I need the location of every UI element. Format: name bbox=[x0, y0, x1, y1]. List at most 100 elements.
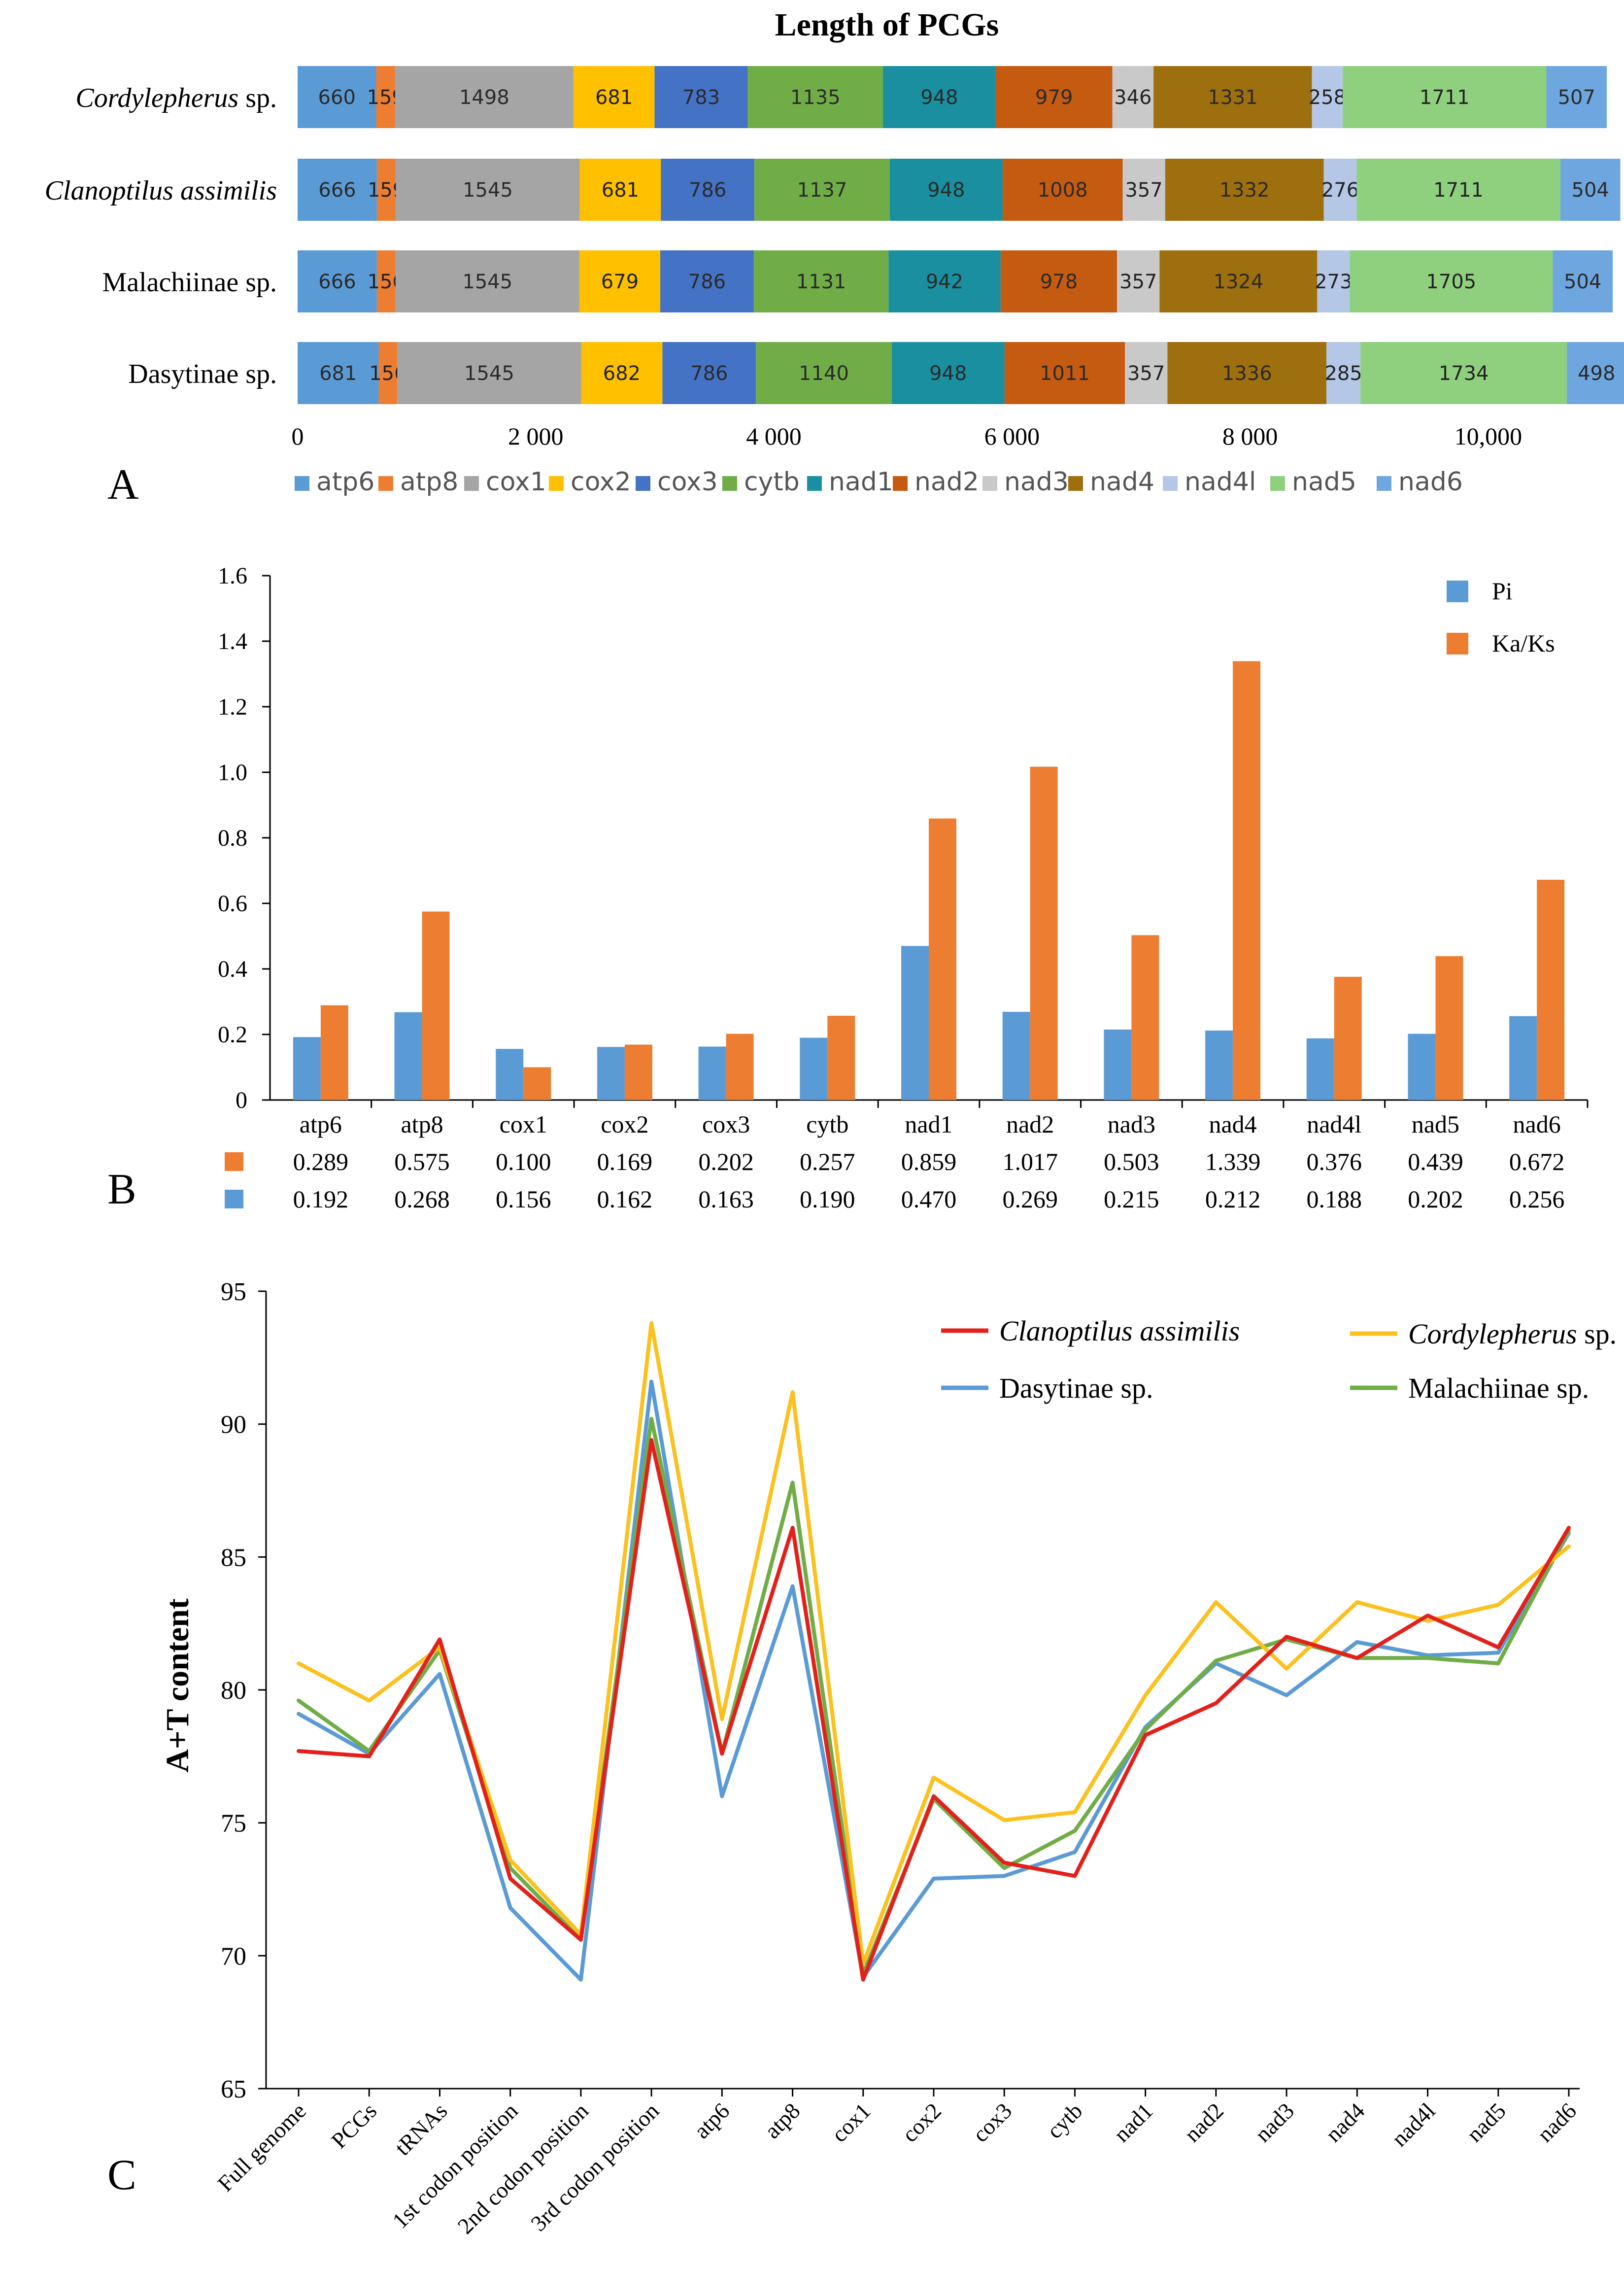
bar-kaks-nad6 bbox=[1537, 880, 1565, 1100]
legend-label: cox1 bbox=[486, 467, 546, 497]
legend-swatch-cox1 bbox=[464, 476, 479, 491]
segment-value-label: 1545 bbox=[464, 362, 514, 385]
legend-swatch-nad3 bbox=[982, 476, 997, 491]
bar-segment-nad5 bbox=[1356, 159, 1560, 221]
table-swatch-kaks bbox=[225, 1152, 243, 1171]
table-value-kaks: 0.503 bbox=[1104, 1148, 1159, 1175]
x-tick-label: 6 000 bbox=[984, 422, 1040, 450]
legend-label: nad3 bbox=[1004, 467, 1069, 497]
legend-swatch-nad4l bbox=[1163, 476, 1178, 491]
table-value-pi: 0.202 bbox=[1408, 1185, 1463, 1213]
table-value-pi: 0.256 bbox=[1509, 1185, 1565, 1213]
bar-segment-nad5 bbox=[1343, 66, 1547, 128]
bar-pi-cox1 bbox=[496, 1049, 524, 1100]
bar-segment-nad4 bbox=[1165, 159, 1324, 221]
bar-kaks-cytb bbox=[827, 1016, 855, 1100]
legend-label: Clanoptilus assimilis bbox=[999, 1315, 1240, 1347]
y-tick-label: 1.4 bbox=[218, 628, 247, 654]
bar-pi-nad6 bbox=[1509, 1016, 1537, 1100]
bar-kaks-cox2 bbox=[624, 1044, 652, 1100]
x-tick-label: nad1 bbox=[905, 1110, 952, 1138]
segment-value-label: 498 bbox=[1578, 362, 1615, 385]
x-tick-label: 0 bbox=[292, 422, 304, 450]
segment-value-label: 660 bbox=[318, 86, 356, 109]
table-value-pi: 0.470 bbox=[901, 1185, 957, 1213]
bar-segment-cox2 bbox=[581, 342, 663, 404]
x-tick-label: nad2 bbox=[1006, 1110, 1054, 1138]
bar-kaks-nad4l bbox=[1334, 976, 1362, 1100]
table-value-kaks: 1.017 bbox=[1002, 1148, 1058, 1175]
species-label: Dasytinae sp. bbox=[128, 359, 277, 389]
x-tick-label: nad6 bbox=[1532, 2098, 1581, 2147]
table-value-pi: 0.269 bbox=[1002, 1185, 1058, 1213]
segment-value-label: 948 bbox=[920, 86, 958, 109]
x-tick-label: 1st codon position bbox=[387, 2098, 523, 2234]
bar-segment-nad1 bbox=[882, 66, 996, 128]
y-tick-label: 75 bbox=[221, 1810, 246, 1838]
bar-segment-nad6 bbox=[1546, 66, 1607, 128]
table-value-kaks: 0.672 bbox=[1509, 1148, 1565, 1175]
bar-pi-atp8 bbox=[394, 1012, 422, 1100]
x-tick-label: nad3 bbox=[1250, 2098, 1299, 2147]
y-tick-label: 1.2 bbox=[218, 694, 247, 720]
segment-value-label: 978 bbox=[1040, 271, 1078, 293]
table-value-kaks: 0.859 bbox=[901, 1148, 957, 1175]
segment-value-label: 273 bbox=[1315, 271, 1352, 293]
legend-swatch-atp6 bbox=[295, 476, 309, 491]
bar-segment-atp6 bbox=[298, 159, 377, 221]
segment-value-label: 942 bbox=[926, 271, 963, 293]
bar-kaks-nad3 bbox=[1131, 935, 1159, 1100]
table-value-kaks: 0.169 bbox=[597, 1148, 653, 1175]
x-tick-label: 4 000 bbox=[746, 422, 802, 450]
legend-label: atp8 bbox=[400, 467, 458, 497]
bar-segment-nad1 bbox=[888, 250, 1001, 312]
legend-label: cox3 bbox=[657, 467, 718, 497]
x-tick-label: tRNAs bbox=[390, 2098, 452, 2160]
bar-kaks-atp8 bbox=[422, 911, 450, 1100]
segment-value-label: 1545 bbox=[463, 179, 513, 202]
legend-label-kaks: Ka/Ks bbox=[1492, 629, 1555, 657]
bar-segment-cytb bbox=[747, 66, 883, 128]
segment-value-label: 1332 bbox=[1219, 179, 1270, 202]
segment-value-label: 507 bbox=[1558, 86, 1595, 109]
legend-swatch-atp8 bbox=[378, 476, 393, 491]
table-value-kaks: 0.257 bbox=[800, 1148, 855, 1175]
legend-label: atp6 bbox=[316, 467, 374, 497]
x-tick-label: nad6 bbox=[1513, 1110, 1561, 1138]
bar-segment-atp6 bbox=[298, 250, 377, 312]
y-tick-label: 0.4 bbox=[218, 956, 247, 982]
table-value-pi: 0.215 bbox=[1104, 1185, 1159, 1213]
bar-pi-nad4l bbox=[1306, 1038, 1334, 1100]
bar-segment-cytb bbox=[754, 159, 890, 221]
bar-pi-cox2 bbox=[597, 1047, 625, 1100]
x-tick-label: nad3 bbox=[1108, 1110, 1155, 1138]
legend-label: nad2 bbox=[914, 467, 979, 497]
x-tick-label: cytb bbox=[806, 1110, 848, 1138]
x-tick-label: PCGs bbox=[326, 2098, 381, 2153]
segment-value-label: 783 bbox=[682, 86, 720, 109]
table-swatch-pi bbox=[225, 1190, 243, 1208]
series-line-dasy bbox=[297, 1379, 1571, 1982]
bar-pi-nad2 bbox=[1002, 1012, 1030, 1100]
bar-kaks-nad1 bbox=[929, 818, 956, 1100]
legend-label: Cordylepherus sp. bbox=[1408, 1318, 1617, 1350]
bar-segment-nad5 bbox=[1360, 342, 1567, 404]
segment-value-label: 1324 bbox=[1214, 271, 1264, 293]
bar-segment-nad4l bbox=[1317, 250, 1350, 312]
bar-segment-atp8 bbox=[378, 342, 398, 404]
legend-label: nad4 bbox=[1090, 467, 1154, 497]
table-value-pi: 0.190 bbox=[800, 1185, 855, 1213]
segment-value-label: 357 bbox=[1127, 362, 1165, 385]
panel-b-letter: B bbox=[107, 1166, 136, 1213]
bar-segment-nad6 bbox=[1553, 250, 1613, 312]
segment-value-label: 357 bbox=[1125, 179, 1162, 202]
x-tick-label: cox2 bbox=[897, 2098, 946, 2147]
bar-segment-nad3 bbox=[1122, 159, 1165, 221]
y-tick-label: 0.2 bbox=[218, 1022, 247, 1048]
x-tick-label: nad1 bbox=[1109, 2098, 1157, 2147]
bar-segment-nad4 bbox=[1167, 342, 1327, 404]
y-tick-label: 1.6 bbox=[218, 563, 247, 589]
bar-pi-nad4 bbox=[1205, 1031, 1233, 1100]
bar-kaks-cox1 bbox=[523, 1067, 551, 1100]
bar-segment-nad3 bbox=[1117, 250, 1160, 312]
